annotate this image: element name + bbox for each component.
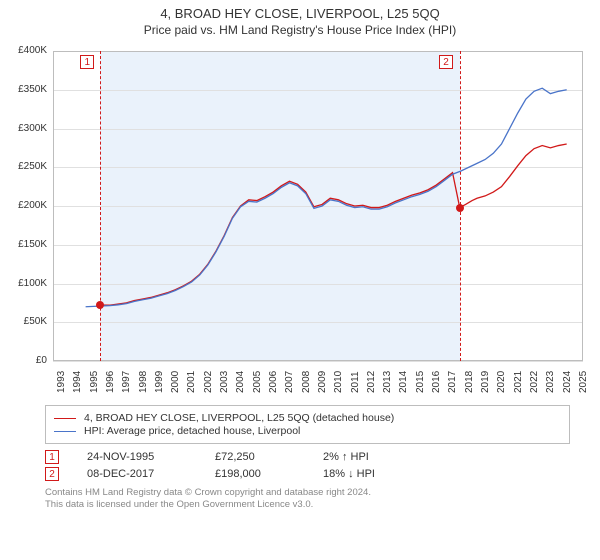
x-axis-label: 2023 xyxy=(545,371,556,393)
sale-dot xyxy=(456,204,464,212)
legend-item: HPI: Average price, detached house, Live… xyxy=(54,425,561,437)
x-axis-label: 2002 xyxy=(203,371,214,393)
chart-title: 4, BROAD HEY CLOSE, LIVERPOOL, L25 5QQ xyxy=(0,6,600,21)
x-axis-label: 2013 xyxy=(382,371,393,393)
x-axis-label: 1997 xyxy=(121,371,132,393)
sale-row: 2 08-DEC-2017 £198,000 18% ↓ HPI xyxy=(45,467,570,481)
sale-badge: 2 xyxy=(439,55,453,69)
x-axis-label: 2008 xyxy=(301,371,312,393)
x-axis-label: 2010 xyxy=(333,371,344,393)
x-axis-label: 1995 xyxy=(89,371,100,393)
sale-row-badge: 1 xyxy=(45,450,59,464)
x-axis-label: 2001 xyxy=(186,371,197,393)
x-axis-label: 1998 xyxy=(138,371,149,393)
x-axis-label: 2014 xyxy=(398,371,409,393)
sale-row-badge: 2 xyxy=(45,467,59,481)
series-line xyxy=(86,88,567,307)
x-axis-label: 2011 xyxy=(350,371,361,393)
chart-subtitle: Price paid vs. HM Land Registry's House … xyxy=(0,23,600,37)
x-axis-label: 2012 xyxy=(366,371,377,393)
sale-price: £198,000 xyxy=(215,468,295,480)
sale-delta: 2% ↑ HPI xyxy=(323,451,369,463)
x-axis-label: 2016 xyxy=(431,371,442,393)
x-axis-label: 1996 xyxy=(105,371,116,393)
sale-price: £72,250 xyxy=(215,451,295,463)
x-axis-label: 2005 xyxy=(252,371,263,393)
x-axis-label: 2019 xyxy=(480,371,491,393)
x-axis-label: 2025 xyxy=(578,371,589,393)
x-axis-label: 2004 xyxy=(235,371,246,393)
x-axis-label: 2018 xyxy=(464,371,475,393)
sales-table: 1 24-NOV-1995 £72,250 2% ↑ HPI 2 08-DEC-… xyxy=(45,450,570,481)
x-axis-label: 2000 xyxy=(170,371,181,393)
x-axis-label: 2015 xyxy=(415,371,426,393)
x-axis-label: 2003 xyxy=(219,371,230,393)
x-axis-label: 2024 xyxy=(562,371,573,393)
sale-delta: 18% ↓ HPI xyxy=(323,468,375,480)
footer-attribution: Contains HM Land Registry data © Crown c… xyxy=(45,487,570,512)
sale-badge: 1 xyxy=(80,55,94,69)
x-axis-label: 2021 xyxy=(513,371,524,393)
legend-swatch xyxy=(54,431,76,432)
chart-area: £0£50K£100K£150K£200K£250K£300K£350K£400… xyxy=(8,45,592,401)
x-axis-label: 2009 xyxy=(317,371,328,393)
x-axis-label: 2007 xyxy=(284,371,295,393)
x-axis-label: 2022 xyxy=(529,371,540,393)
legend-box: 4, BROAD HEY CLOSE, LIVERPOOL, L25 5QQ (… xyxy=(45,405,570,444)
legend-swatch xyxy=(54,418,76,419)
x-axis-label: 2006 xyxy=(268,371,279,393)
x-axis-label: 1994 xyxy=(72,371,83,393)
footer-line: Contains HM Land Registry data © Crown c… xyxy=(45,487,371,498)
x-axis-label: 2020 xyxy=(496,371,507,393)
sale-date: 24-NOV-1995 xyxy=(87,451,187,463)
x-axis-label: 1993 xyxy=(56,371,67,393)
footer-line: This data is licensed under the Open Gov… xyxy=(45,499,313,510)
sale-date: 08-DEC-2017 xyxy=(87,468,187,480)
gridline-h xyxy=(53,361,583,362)
series-line xyxy=(100,144,566,305)
line-series-svg xyxy=(8,45,583,361)
x-axis-label: 2017 xyxy=(447,371,458,393)
sale-dot xyxy=(96,301,104,309)
legend-text: HPI: Average price, detached house, Live… xyxy=(84,425,300,437)
legend-item: 4, BROAD HEY CLOSE, LIVERPOOL, L25 5QQ (… xyxy=(54,412,561,424)
x-axis-label: 1999 xyxy=(154,371,165,393)
sale-row: 1 24-NOV-1995 £72,250 2% ↑ HPI xyxy=(45,450,570,464)
legend-text: 4, BROAD HEY CLOSE, LIVERPOOL, L25 5QQ (… xyxy=(84,412,394,424)
